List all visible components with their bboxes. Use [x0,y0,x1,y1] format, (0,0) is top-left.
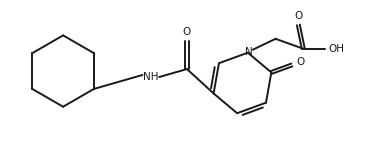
Text: O: O [296,57,304,67]
Text: N: N [245,47,253,57]
Text: O: O [294,11,303,21]
Text: NH: NH [142,72,158,82]
Text: O: O [183,27,191,37]
Text: OH: OH [328,44,344,54]
